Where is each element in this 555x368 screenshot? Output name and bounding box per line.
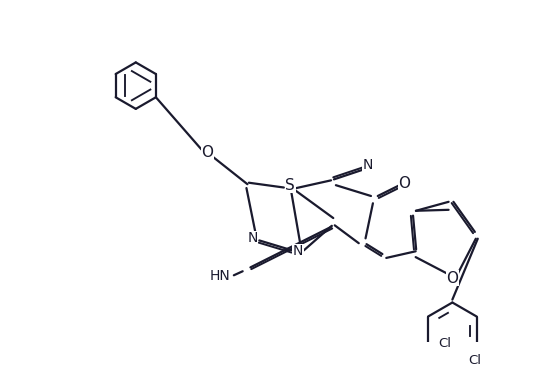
- Text: Cl: Cl: [438, 337, 452, 350]
- Text: HN: HN: [209, 269, 230, 283]
- Text: N: N: [362, 158, 373, 172]
- Text: O: O: [446, 270, 458, 286]
- Text: N: N: [248, 231, 258, 245]
- Text: N: N: [293, 244, 303, 258]
- Text: S: S: [285, 178, 295, 192]
- Text: Cl: Cl: [468, 354, 481, 367]
- Text: O: O: [201, 145, 213, 160]
- Text: O: O: [398, 176, 410, 191]
